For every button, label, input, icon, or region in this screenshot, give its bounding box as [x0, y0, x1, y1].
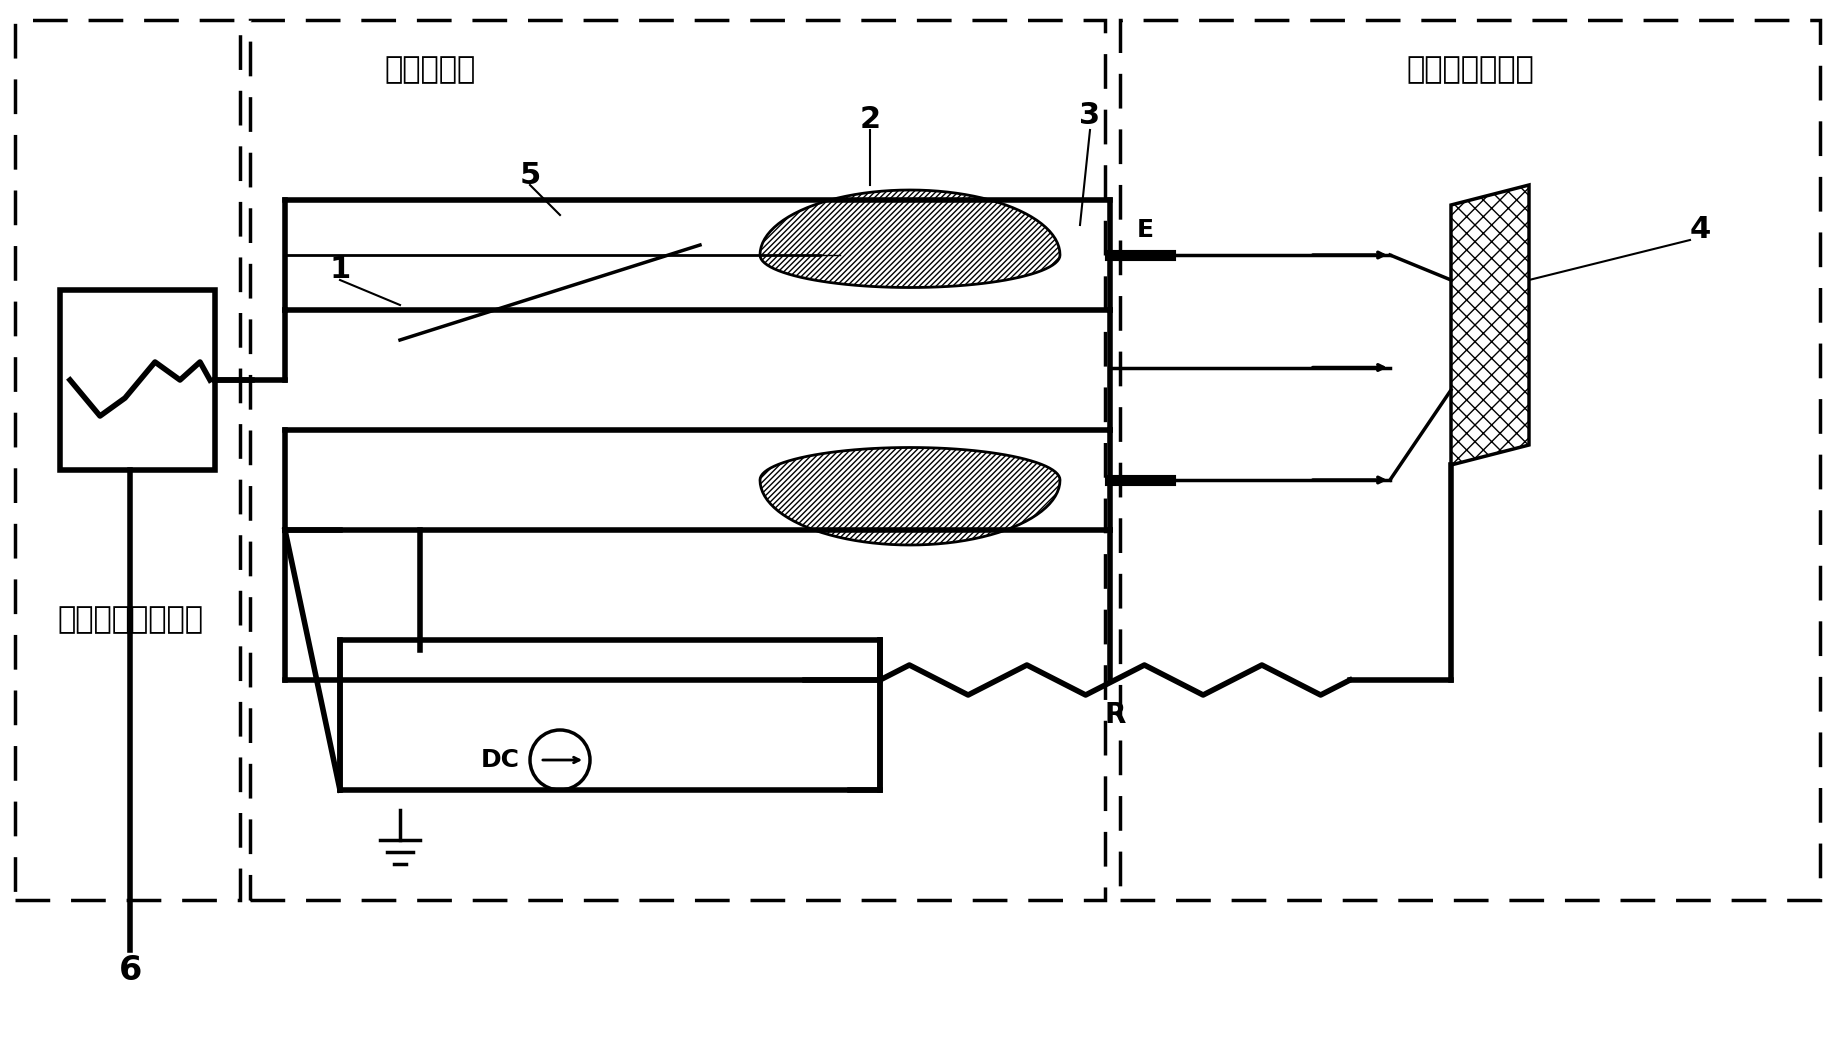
Polygon shape	[1451, 185, 1529, 465]
Text: 电能接收利用段: 电能接收利用段	[1405, 56, 1534, 84]
Text: R: R	[1105, 701, 1125, 729]
Text: 1: 1	[330, 256, 350, 284]
Text: 囚簇荷电段: 囚簇荷电段	[385, 56, 475, 84]
Bar	[341, 640, 880, 790]
Text: 4: 4	[1689, 215, 1711, 245]
Text: 2: 2	[860, 106, 880, 134]
Text: 电加热蔪气发生器: 电加热蔪气发生器	[57, 605, 203, 635]
PathPatch shape	[761, 190, 1059, 287]
PathPatch shape	[761, 448, 1059, 545]
Text: DC: DC	[481, 748, 519, 772]
Text: 6: 6	[118, 954, 142, 986]
Text: 3: 3	[1079, 100, 1100, 130]
Text: 5: 5	[519, 161, 540, 189]
Bar	[61, 290, 216, 470]
Text: E: E	[1137, 218, 1153, 242]
